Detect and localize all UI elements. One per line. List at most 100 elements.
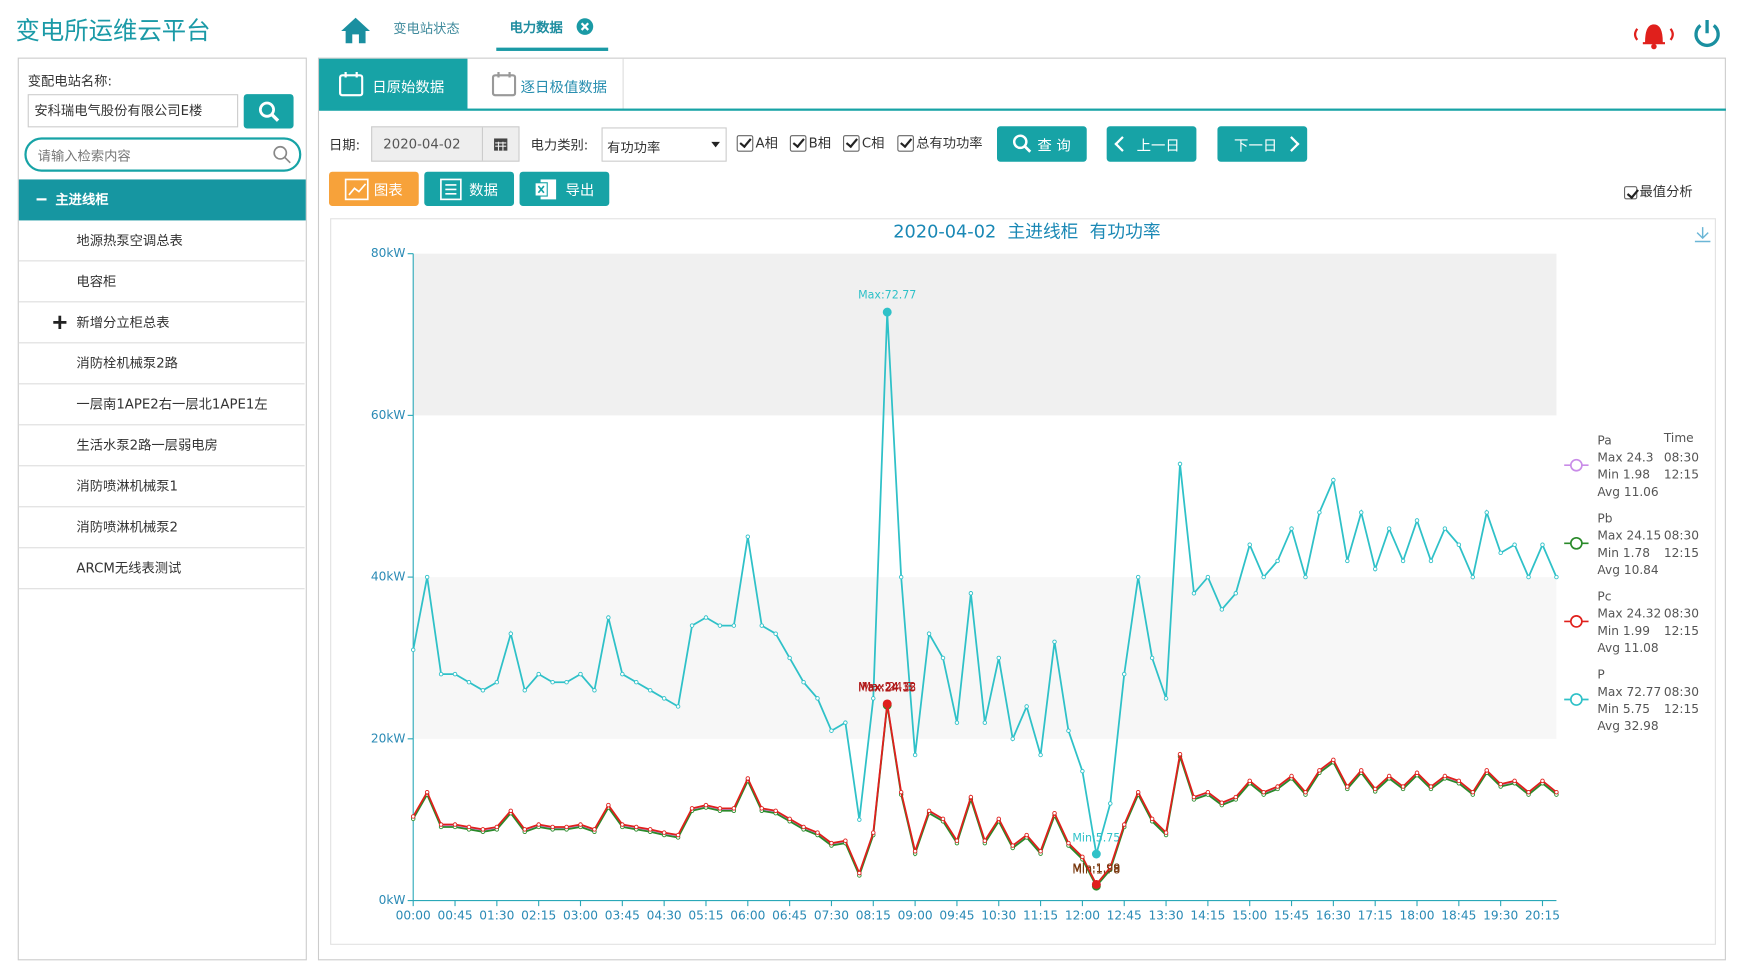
tree-node[interactable]: 消防喷淋机械泵1 [18,466,305,508]
date-input[interactable]: 2020-04-02 [371,126,520,162]
prev-day-button[interactable]: 上一日 [1106,126,1197,162]
data-point [466,679,472,685]
data-point [801,824,806,830]
tree-node[interactable]: 生活水泵2路一层弱电房 [18,425,305,467]
data-point [1470,574,1475,580]
button-label: 导出 [565,182,595,200]
button-label: 查 询 [1037,137,1071,155]
data-point [1414,770,1420,775]
data-point [1289,526,1294,531]
tab-active[interactable]: 日原始数据 [319,58,468,110]
data-point [578,671,583,677]
legend-text: 08:30 [1664,685,1699,699]
search-icon [273,145,291,164]
data-point [1386,773,1392,779]
legend-text: 12:15 [1664,546,1699,560]
tree-node[interactable]: 电容柜 [18,261,305,303]
data-point [982,720,988,725]
legend-text: 12:15 [1664,624,1699,638]
x-tick-label: 14:15 [1190,909,1225,923]
checkbox[interactable]: C相 [843,133,884,152]
alarm-icon[interactable] [1628,18,1679,51]
checkbox[interactable]: 总有功功率 [897,133,983,152]
data-point [536,822,541,827]
data-view-button[interactable]: 数据 [424,171,515,207]
query-button[interactable]: 查 询 [997,126,1087,162]
data-point [898,574,904,580]
tree-node[interactable]: 消防栓机械泵2路 [18,343,305,385]
legend-text: Min 1.98 [1597,468,1650,482]
next-day-button[interactable]: 下一日 [1217,126,1308,162]
station-input[interactable]: 安科瑞电气股份有限公司E楼 [27,94,239,128]
download-icon[interactable] [1694,227,1711,243]
legend-text: Min 1.99 [1597,624,1650,638]
data-point [1554,789,1559,795]
button-label: 上一日 [1136,137,1180,155]
tab-label: 逐日极值数据 [520,79,608,97]
legend-entry[interactable]: Pb Max 24.15 08:30 Min 1.78 12:15 Avg 10.84 [1564,511,1699,577]
legend-text: P [1597,668,1604,682]
legend-text: Max 24.3 [1597,451,1653,465]
checkbox[interactable]: B相 [789,133,831,152]
legend-entry[interactable]: P Max 72.77 08:30 Min 5.75 12:15 Avg 32.98 [1564,668,1699,734]
chart-view-button[interactable]: 图表 [329,171,419,207]
data-point [592,688,597,693]
checkbox-label: 最值分析 [1639,183,1693,200]
type-label: 电力类别: [530,137,589,153]
y-tick-label: 0kW [379,893,406,907]
legend-text: Max 24.15 [1597,529,1661,543]
export-button[interactable]: 导出 [519,171,610,207]
data-point [1289,773,1294,779]
tree-node[interactable]: 地源热泵空调总表 [18,220,305,262]
data-point [745,534,751,539]
checkbox-box [736,135,754,152]
legend-entry[interactable]: Pa Max 24.3 08:30 Min 1.98 12:15 Avg 11.06 [1564,433,1699,499]
data-point [871,696,876,701]
data-point [717,623,723,628]
power-icon[interactable] [1693,18,1722,49]
checkbox[interactable]: A相 [736,133,778,152]
nav-tab[interactable]: 变电站状态 [393,21,460,37]
data-point [1317,510,1322,515]
calendar-icon[interactable] [493,136,509,152]
tree-node-selected[interactable]: 主进线柜 [18,179,306,221]
data-point [926,808,932,813]
tree-node[interactable]: 新增分立柜总表 [18,302,305,344]
type-select[interactable]: 有功功率 [601,127,727,162]
app-title: 变电所运维云平台 [15,17,211,46]
tab[interactable]: 逐日极值数据 [467,58,624,110]
data-point [1386,526,1392,531]
nav-tab-active[interactable]: 电力数据 [509,19,563,36]
tree-node[interactable]: ARCM无线表测试 [18,548,305,590]
data-point [745,776,751,781]
legend-text: Pa [1597,433,1611,447]
extreme-checkbox[interactable]: 最值分析 [1624,182,1693,201]
expand-icon[interactable] [53,315,67,329]
min-marker [1091,849,1101,859]
station-search-button[interactable] [243,94,294,129]
data-point [438,671,444,677]
data-point [480,827,486,832]
legend-entry[interactable]: Pc Max 24.32 08:30 Min 1.99 12:15 Avg 11.08 [1564,590,1699,656]
y-tick-label: 60kW [371,408,406,422]
close-tab-icon[interactable] [576,18,594,36]
tree-node[interactable]: 消防喷淋机械泵2 [18,507,305,549]
home-icon[interactable] [340,16,371,45]
data-point [1512,542,1517,547]
tree-search[interactable]: 请输入检索内容 [24,137,302,172]
data-point [1080,768,1085,774]
chart-icon [345,178,370,200]
tree-node[interactable]: 一层南1APE2右一层北1APE1左 [18,384,305,426]
data-point [731,623,737,628]
data-point [1122,671,1127,677]
data-point [647,688,653,693]
data-point [675,704,681,709]
x-tick-label: 07:30 [814,909,849,923]
data-point [871,830,876,835]
data-point [815,830,820,835]
data-point [634,679,639,685]
data-point [940,655,946,661]
y-tick-label: 20kW [371,731,406,745]
data-point [564,679,569,685]
data-point [1080,854,1085,860]
